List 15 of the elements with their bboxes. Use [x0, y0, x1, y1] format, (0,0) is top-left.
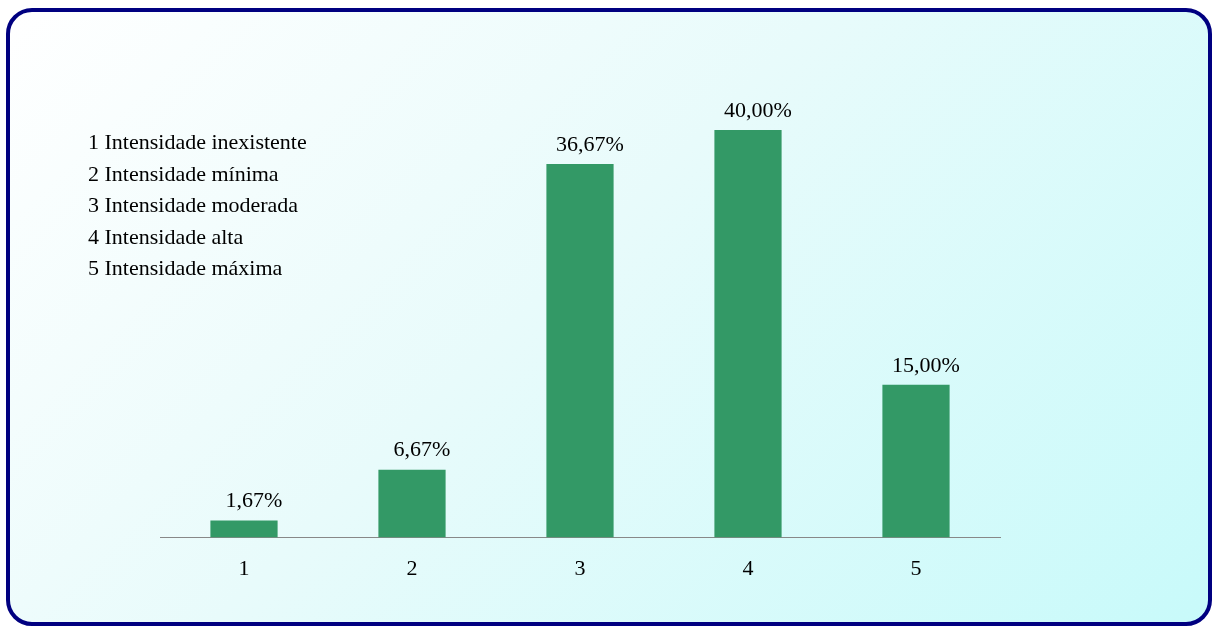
annotation: 1 Intensidade inexistente: [88, 128, 307, 156]
x-tick-label: 5: [910, 554, 922, 580]
data-label: 6,67%: [393, 436, 451, 462]
data-label: 15,00%: [892, 351, 960, 377]
x-tick-label: 1: [238, 554, 250, 580]
annotation: 4 Intensidade alta: [88, 222, 245, 251]
data-label: 40,00%: [724, 96, 792, 122]
annotation: 3 Intensidade moderada: [88, 191, 300, 219]
x-tick-label: 3: [574, 554, 586, 580]
x-tick-label: 4: [742, 554, 754, 580]
annotation: 5 Intensidade máxima: [88, 254, 284, 282]
data-label: 36,67%: [556, 130, 624, 156]
annotation: 2 Intensidade mínima: [88, 159, 280, 188]
x-tick-label: 2: [406, 554, 418, 580]
data-label: 1,67%: [225, 487, 283, 513]
